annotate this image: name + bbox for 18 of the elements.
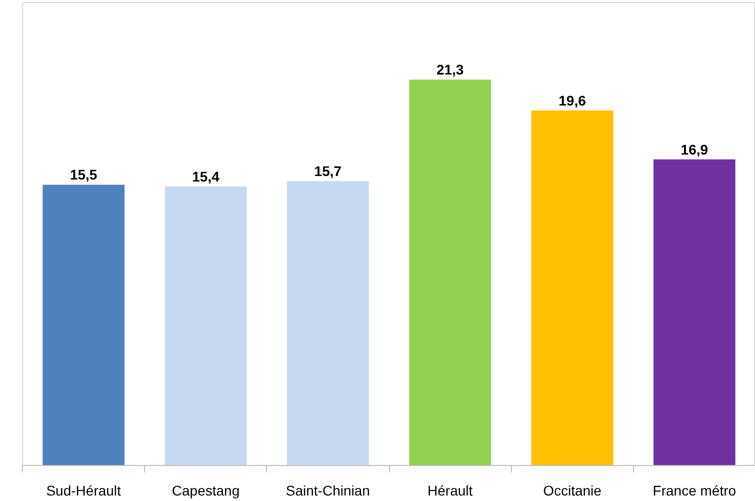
data-label: 16,9 [680, 141, 708, 158]
data-label: 15,4 [192, 168, 220, 185]
bar [653, 159, 736, 466]
x-tick-label: Occitanie [543, 482, 602, 498]
x-tick-label: France métro [652, 482, 736, 498]
bar [409, 80, 492, 466]
x-tick-label: Saint-Chinian [286, 482, 370, 498]
x-tick-label: Capestang [172, 482, 240, 498]
data-label: 19,6 [558, 92, 586, 108]
bar [531, 110, 614, 466]
bar [42, 184, 125, 466]
x-tick-label: Hérault [428, 482, 473, 498]
x-tick-label: Sud-Hérault [46, 482, 122, 498]
bar [286, 181, 369, 466]
bar [164, 186, 247, 466]
data-label: 21,3 [436, 62, 464, 78]
data-label: 15,7 [314, 163, 342, 180]
data-label: 15,5 [70, 166, 98, 183]
